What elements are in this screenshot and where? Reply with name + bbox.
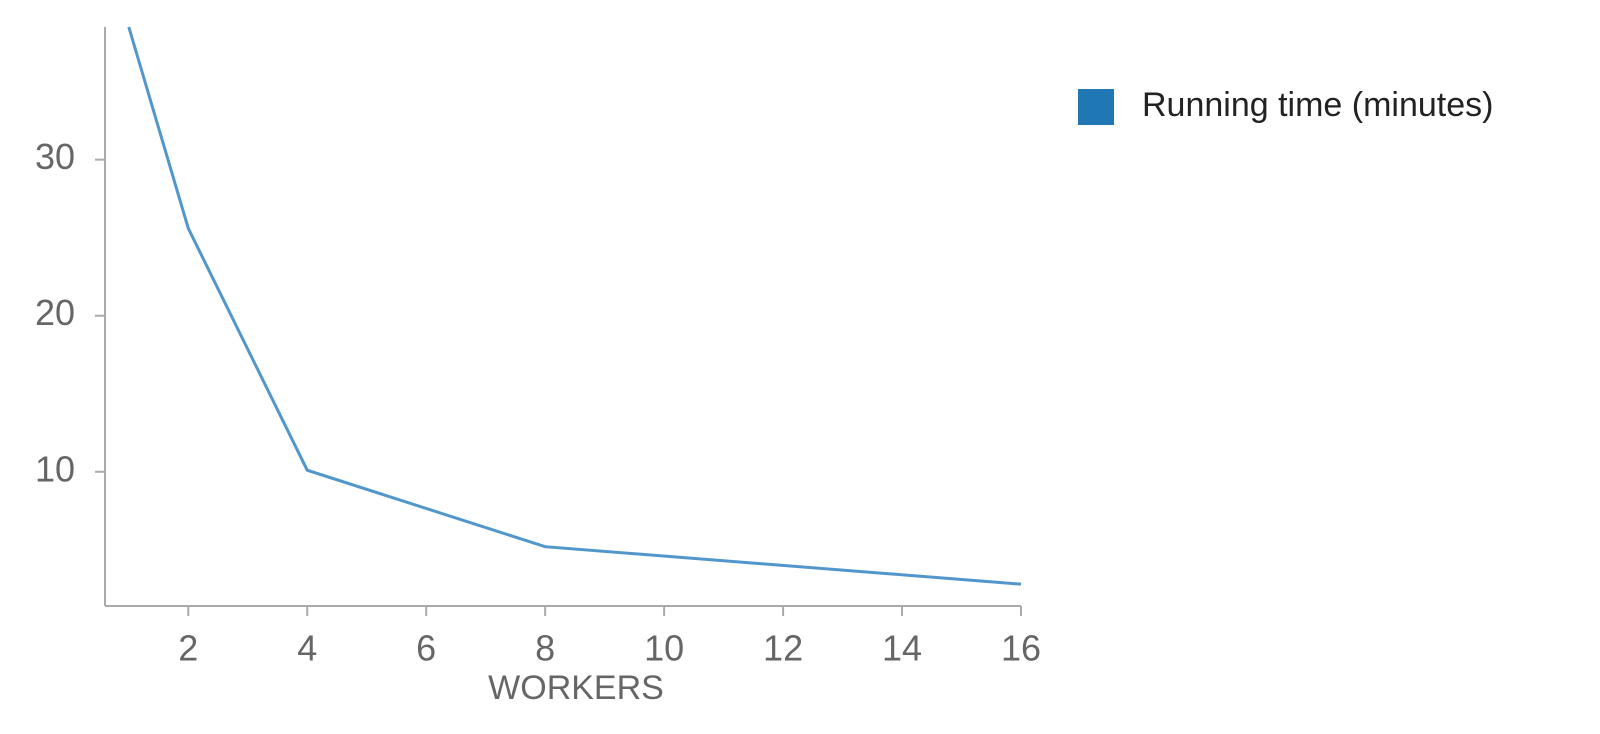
y-tick-label: 30: [35, 136, 75, 177]
x-axis-label: WORKERS: [488, 669, 664, 707]
x-tick-label: 2: [178, 628, 198, 669]
legend-swatch: [1078, 89, 1114, 125]
x-tick-label: 14: [882, 628, 922, 669]
y-tick-label: 20: [35, 292, 75, 333]
x-tick-label: 12: [763, 628, 803, 669]
legend-label: Running time (minutes): [1142, 86, 1493, 124]
x-tick-label: 6: [416, 628, 436, 669]
y-tick-label: 10: [35, 448, 75, 489]
data-line: [127, 26, 1022, 586]
x-tick-label: 16: [1001, 628, 1041, 669]
x-tick-label: 8: [535, 628, 555, 669]
x-tick-label: 10: [644, 628, 684, 669]
x-tick-label: 4: [297, 628, 317, 669]
